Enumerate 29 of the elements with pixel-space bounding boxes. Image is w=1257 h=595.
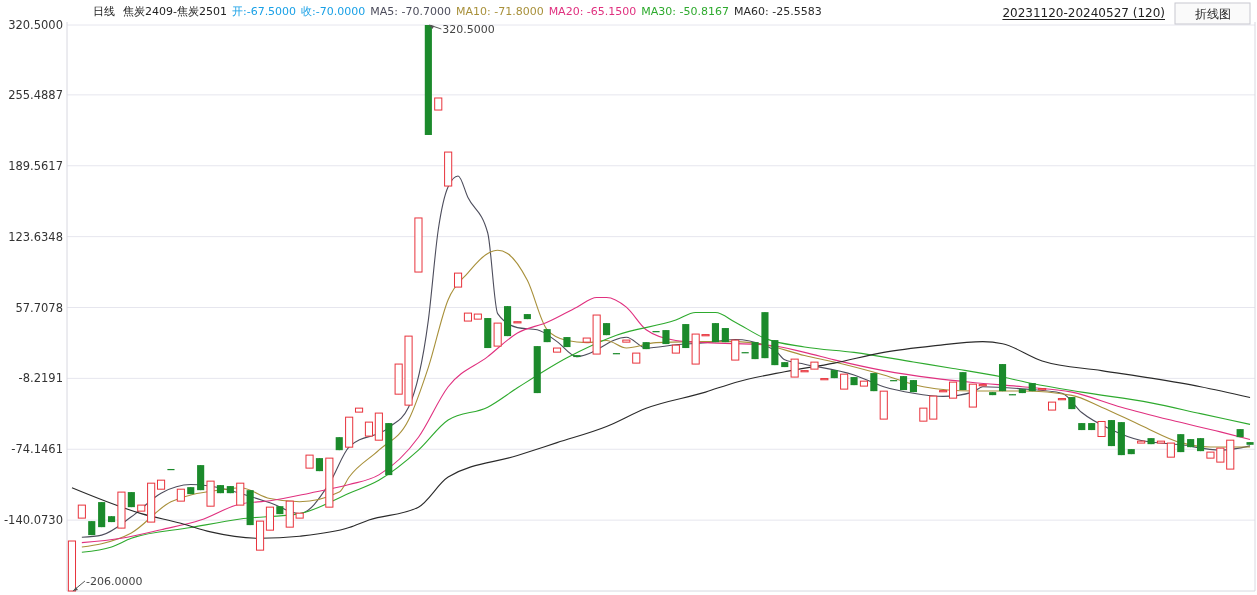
y-tick-label: -8.2191: [18, 371, 63, 386]
y-tick-label: 123.6348: [8, 229, 63, 244]
candlestick: [731, 339, 740, 361]
y-tick-label: -140.0730: [3, 513, 63, 528]
chart-subtitle: 焦炭2409-焦炭2501: [123, 5, 227, 18]
text: MA5: -70.7000: [370, 5, 451, 18]
candlestick: [968, 383, 977, 408]
text: MA20: -65.1500: [548, 5, 637, 18]
line-series: [71, 341, 1251, 539]
text: 开:-67.5000: [231, 5, 297, 18]
text: MA60: -25.5583: [733, 5, 822, 18]
y-tick-label: 57.7078: [15, 300, 63, 315]
text: 折线图: [1194, 7, 1231, 21]
annotation: 320.5000: [442, 23, 495, 36]
y-tick-label: 255.4887: [8, 87, 63, 102]
text: MA30: -50.8167: [641, 5, 729, 18]
y-tick-label: 320.5000: [8, 18, 63, 33]
candlestick: [493, 322, 502, 347]
line-series: [81, 249, 1251, 548]
text: 20231120-20240527 (120): [1002, 6, 1166, 20]
line-series: [81, 175, 1251, 538]
chart-title: 日线: [93, 5, 115, 18]
text: 收:-70.0000: [301, 5, 366, 18]
y-tick-label: 189.5617: [8, 158, 63, 173]
candlestick: [265, 506, 275, 531]
candlestick: [236, 482, 245, 506]
y-tick-label: -74.1461: [11, 442, 63, 457]
annotation: -206.0000: [85, 575, 143, 588]
text: MA10: -71.8000: [455, 5, 544, 18]
